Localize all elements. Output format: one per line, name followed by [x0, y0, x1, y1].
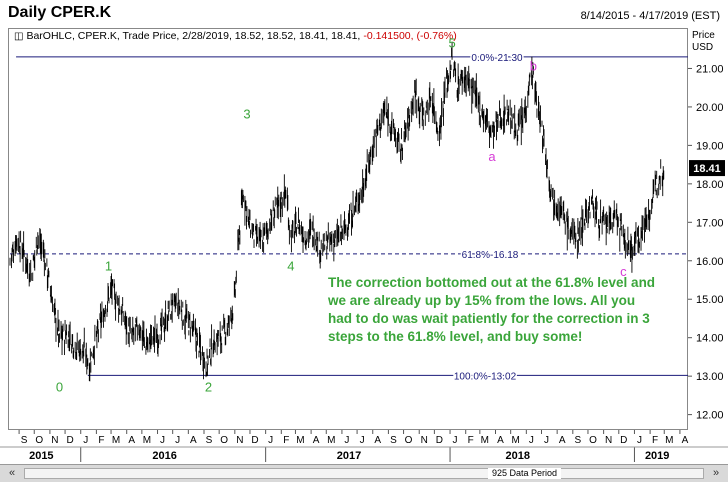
- month-label: N: [605, 435, 612, 446]
- month-label: J: [453, 435, 458, 446]
- month-label: O: [589, 435, 597, 446]
- year-label: 2015: [29, 450, 53, 462]
- y-tick-label: 15.00: [696, 294, 724, 306]
- last-price-marker: [689, 160, 725, 177]
- legend: ◫ BarOHLC, CPER.K, Trade Price, 2/28/201…: [14, 30, 457, 42]
- scrollbar[interactable]: « » 925 Data Period: [0, 464, 728, 482]
- month-label: F: [652, 435, 658, 446]
- month-label: A: [497, 435, 504, 446]
- month-label: J: [83, 435, 88, 446]
- y-tick-label: 17.00: [696, 217, 724, 229]
- y-tick-label: 18.00: [696, 179, 724, 191]
- y-tick-label: 12.00: [696, 410, 724, 422]
- ohlc-bars: [9, 42, 665, 382]
- month-label: M: [112, 435, 120, 446]
- wave-label: 1: [105, 258, 112, 273]
- month-label: S: [21, 435, 28, 446]
- month-label: M: [511, 435, 519, 446]
- year-label: 2016: [152, 450, 176, 462]
- month-label: O: [35, 435, 43, 446]
- month-label: S: [390, 435, 397, 446]
- year-label: 2018: [506, 450, 530, 462]
- month-label: J: [637, 435, 642, 446]
- month-label: O: [405, 435, 413, 446]
- scroll-thumb[interactable]: [24, 468, 704, 479]
- fib-level-label: 100.0%-13.02: [454, 371, 517, 382]
- month-label: M: [665, 435, 673, 446]
- month-label: A: [682, 435, 689, 446]
- data-period-label: 925 Data Period: [488, 468, 562, 479]
- month-label: N: [236, 435, 243, 446]
- month-label: M: [296, 435, 304, 446]
- month-label: J: [360, 435, 365, 446]
- month-label: J: [344, 435, 349, 446]
- month-label: S: [574, 435, 581, 446]
- date-range: 8/14/2015 - 4/17/2019 (EST): [580, 10, 720, 22]
- year-label: 2019: [645, 450, 669, 462]
- month-label: M: [143, 435, 151, 446]
- month-label: A: [559, 435, 566, 446]
- price-label: Price: [692, 30, 715, 41]
- fib-level-label: 61.8%-16.18: [462, 250, 519, 261]
- y-tick-label: 19.00: [696, 140, 724, 152]
- month-label: A: [128, 435, 135, 446]
- month-label: D: [436, 435, 443, 446]
- currency-label: USD: [692, 42, 714, 53]
- fib-level-label: 0.0%-21.30: [471, 53, 523, 64]
- month-label: N: [51, 435, 58, 446]
- wave-label: 4: [287, 258, 294, 273]
- wave-label: 2: [205, 380, 212, 395]
- y-tick-label: 14.00: [696, 333, 724, 345]
- wave-label: a: [488, 149, 496, 164]
- annotation-text: The correction bottomed out at the 61.8%…: [328, 275, 656, 344]
- last-price-label: 18.41: [693, 163, 721, 175]
- month-label: A: [190, 435, 197, 446]
- wave-label: 3: [243, 106, 250, 121]
- y-tick-label: 13.00: [696, 371, 724, 383]
- month-label: O: [220, 435, 228, 446]
- price-axis-title: Price USD: [692, 30, 715, 54]
- year-label: 2017: [337, 450, 361, 462]
- y-tick-label: 20.00: [696, 102, 724, 114]
- month-label: A: [374, 435, 381, 446]
- month-label: A: [313, 435, 320, 446]
- month-label: D: [251, 435, 258, 446]
- legend-text: BarOHLC, CPER.K, Trade Price, 2/28/2019,…: [26, 30, 361, 42]
- month-label: F: [468, 435, 474, 446]
- month-label: F: [283, 435, 289, 446]
- plot-frame: [8, 28, 688, 430]
- y-tick-label: 16.00: [696, 256, 724, 268]
- wave-label: b: [530, 58, 537, 73]
- month-label: S: [206, 435, 213, 446]
- wave-label: 5: [448, 35, 455, 50]
- chart-title: Daily CPER.K: [8, 4, 112, 21]
- month-label: M: [481, 435, 489, 446]
- month-label: J: [268, 435, 273, 446]
- legend-change: -0.141500, (-0.76%): [363, 30, 457, 42]
- month-label: F: [98, 435, 104, 446]
- month-label: J: [529, 435, 534, 446]
- wave-label: 0: [56, 380, 63, 395]
- month-label: M: [327, 435, 335, 446]
- double-chevron-left-icon[interactable]: «: [8, 467, 16, 479]
- month-label: D: [66, 435, 73, 446]
- double-chevron-right-icon[interactable]: »: [712, 467, 720, 479]
- month-label: J: [544, 435, 549, 446]
- month-label: J: [175, 435, 180, 446]
- series-icon: ◫: [14, 30, 24, 42]
- wave-label: c: [620, 264, 627, 279]
- month-label: D: [620, 435, 627, 446]
- y-tick-label: 21.00: [696, 63, 724, 75]
- price-chart[interactable]: 12.00 13.00 14.00 15.00 16.00 17.00 18.00 19.00…: [0, 0, 728, 464]
- month-label: J: [160, 435, 165, 446]
- month-label: N: [421, 435, 428, 446]
